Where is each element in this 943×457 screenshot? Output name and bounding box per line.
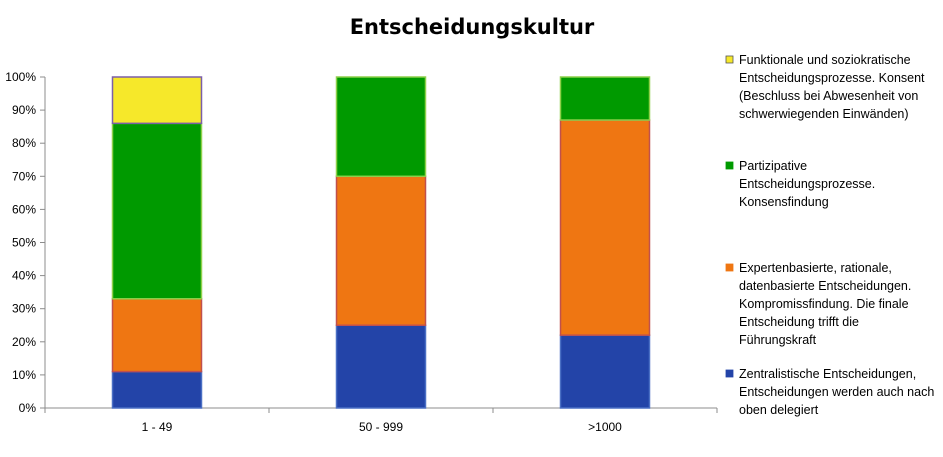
bar-segment [559,334,651,409]
bar-segment [559,76,651,121]
legend-label: Entscheidungsprozesse. Konsent [739,71,925,85]
legend-swatch [725,263,734,272]
legend-label: Kompromissfindung. Die finale [739,297,909,311]
y-tick-label: 100% [5,70,36,84]
legend-swatch [725,369,734,378]
x-tick-label: 1 - 49 [142,420,173,434]
bar-segment [111,370,203,409]
legend: Funktionale und soziokratische Entscheidu… [725,53,934,417]
y-tick-label: 30% [12,302,36,316]
x-tick-label: >1000 [588,420,622,434]
y-tick-label: 90% [12,103,36,117]
y-tick-label: 10% [12,368,36,382]
legend-label: schwerwiegenden Einwänden) [739,107,909,121]
legend-label: (Beschluss bei Abwesenheit von [739,89,918,103]
bar-segment [335,76,427,178]
legend-label: Expertenbasierte, rationale, [739,261,892,275]
y-tick-label: 0% [19,401,37,415]
bar-segment [111,298,203,373]
legend-label: Entscheidungsprozesse. [739,177,875,191]
legend-label: Konsensfindung [739,195,829,209]
bar-segment [335,324,427,409]
legend-label: Zentralistische Entscheidungen, [739,367,916,381]
x-tick-label: 50 - 999 [359,420,403,434]
legend-label: Funktionale und soziokratische [739,53,911,67]
y-tick-label: 70% [12,169,36,183]
y-tick-label: 80% [12,136,36,150]
legend-label: Führungskraft [739,333,817,347]
chart-title: Entscheidungskultur [350,15,595,39]
legend-swatch [725,161,734,170]
y-tick-label: 40% [12,269,36,283]
bar-segment [111,122,203,300]
bars [111,76,651,409]
legend-label: oben delegiert [739,403,819,417]
bar-segment [335,175,427,326]
y-tick-label: 50% [12,236,36,250]
y-tick-label: 60% [12,202,36,216]
legend-label: Entscheidungen werden auch nach [739,385,934,399]
legend-label: Entscheidung trifft die [739,315,859,329]
bar-segment [559,119,651,336]
y-tick-label: 20% [12,335,36,349]
bar-segment [111,76,203,125]
legend-label: datenbasierte Entscheidungen. [739,279,911,293]
legend-swatch [725,55,734,64]
legend-label: Partizipative [739,159,807,173]
axes: 0% 10% 20% 30% 40% 50% 60% 70% 80% 90% 100% 1 - 49 5… [5,70,718,434]
